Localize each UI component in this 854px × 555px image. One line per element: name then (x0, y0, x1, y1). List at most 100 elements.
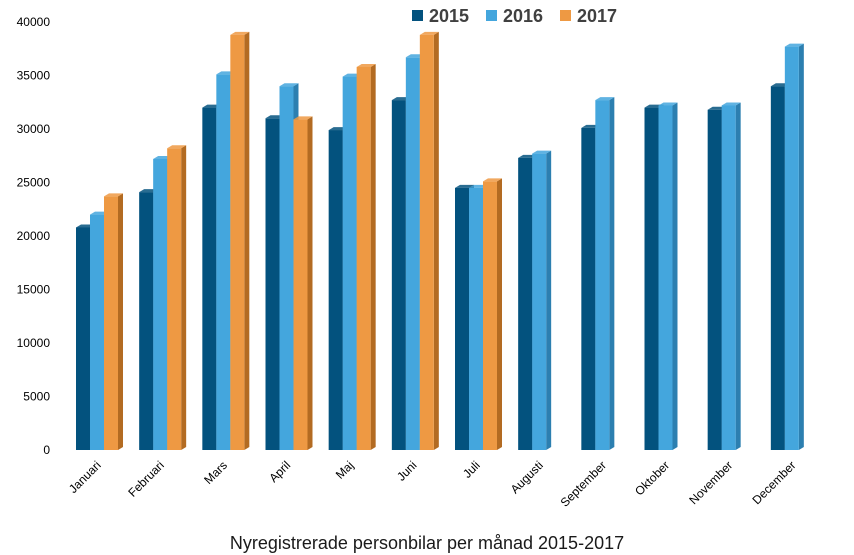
bar-top-face (784, 43, 804, 47)
bar-2017-mars (230, 31, 250, 451)
bar-front-face (405, 57, 420, 451)
bar-front-face (721, 105, 736, 451)
bar-front-face (707, 109, 722, 451)
x-tick-label: Januari (66, 458, 104, 496)
bar-front-face (532, 153, 547, 451)
bar-front-face (216, 74, 231, 451)
bar-front-face (644, 107, 659, 450)
x-tick-label: Februari (125, 458, 166, 499)
bar-side-face (735, 102, 741, 451)
y-tick-label: 25000 (17, 176, 51, 190)
bar-front-face (658, 105, 673, 451)
bar-front-face (455, 187, 469, 450)
x-tick-label: September (558, 458, 609, 509)
y-tick-label: 20000 (17, 229, 51, 243)
bar-top-face (293, 116, 313, 120)
y-tick-label: 30000 (17, 122, 51, 136)
bars-group (76, 31, 804, 451)
bar-2016-november (721, 102, 741, 451)
bar-2017-april (293, 116, 313, 451)
x-tick-label: Juni (394, 458, 419, 483)
bar-front-face (518, 157, 533, 450)
bar-front-face (90, 214, 104, 450)
bar-side-face (609, 97, 615, 451)
bar-front-face (469, 187, 483, 450)
bar-2016-december (784, 43, 804, 451)
bar-side-face (672, 102, 678, 451)
bar-2017-juni (419, 31, 439, 451)
bar-top-face (532, 150, 552, 154)
bar-top-face (721, 102, 741, 106)
x-tick-label: November (686, 458, 735, 507)
bar-front-face (595, 100, 610, 451)
bar-2017-januari (104, 193, 123, 450)
bar-side-face (798, 43, 804, 451)
bar-front-face (167, 148, 182, 450)
bar-front-face (483, 181, 497, 450)
bar-front-face (104, 196, 118, 450)
bar-front-face (391, 100, 406, 451)
bar-2016-oktober (658, 102, 678, 451)
x-tick-label: Augusti (508, 458, 546, 496)
y-tick-label: 5000 (23, 390, 50, 404)
bar-top-face (356, 63, 376, 67)
x-axis-title: Nyregistrerade personbilar per månad 201… (230, 533, 624, 553)
bar-side-face (370, 63, 376, 450)
bar-2017-juli (483, 178, 502, 450)
bar-side-face (181, 145, 187, 450)
bar-front-face (328, 130, 343, 450)
bar-top-face (595, 97, 615, 101)
bar-front-face (356, 66, 371, 450)
bar-top-face (419, 31, 439, 35)
y-tick-label: 15000 (17, 283, 51, 297)
bar-front-face (265, 118, 280, 451)
bar-front-face (784, 46, 799, 451)
bar-front-face (153, 158, 168, 450)
legend-swatch-2017 (560, 10, 571, 21)
bar-2017-maj (356, 63, 376, 450)
bar-side-face (546, 150, 552, 451)
bar-front-face (202, 107, 217, 450)
x-tick-label: December (749, 458, 798, 507)
x-tick-label: April (266, 458, 293, 485)
bar-front-face (139, 192, 154, 450)
legend-label-2017: 2017 (577, 6, 617, 26)
bar-side-face (433, 31, 439, 451)
bar-front-face (76, 227, 90, 450)
bar-top-face (104, 193, 123, 197)
bar-top-face (483, 178, 502, 182)
x-tick-label: Juli (460, 458, 483, 481)
bar-2017-februari (167, 145, 187, 450)
x-tick-label: Maj (333, 458, 357, 482)
y-tick-label: 0 (43, 443, 50, 457)
x-axis: Januari Februari Mars April Maj Juni Juli Augus… (66, 458, 799, 509)
bar-top-face (167, 145, 187, 149)
legend-label-2015: 2015 (429, 6, 469, 26)
bar-front-face (342, 76, 357, 450)
legend: 2015 2016 2017 (412, 6, 617, 26)
legend-swatch-2015 (412, 10, 423, 21)
bar-2016-augusti (532, 150, 552, 451)
y-tick-label: 40000 (17, 15, 51, 29)
bar-front-face (293, 119, 308, 451)
bar-top-face (230, 31, 250, 35)
x-tick-label: Oktober (632, 458, 672, 498)
bar-side-face (244, 31, 250, 451)
bar-front-face (230, 34, 245, 451)
legend-label-2016: 2016 (503, 6, 543, 26)
bar-top-face (455, 184, 474, 188)
bar-top-face (279, 83, 299, 87)
bar-front-face (419, 34, 434, 451)
bar-side-face (307, 116, 313, 451)
legend-swatch-2016 (486, 10, 497, 21)
bar-front-face (770, 86, 785, 450)
x-tick-label: Mars (201, 458, 230, 487)
y-axis: 0 5000 10000 15000 20000 25000 30000 35000 40000 (17, 15, 51, 457)
bar-side-face (118, 193, 123, 450)
bar-2016-september (595, 97, 615, 451)
y-tick-label: 10000 (17, 336, 51, 350)
bar-side-face (497, 178, 502, 450)
bar-front-face (581, 127, 596, 451)
y-tick-label: 35000 (17, 69, 51, 83)
